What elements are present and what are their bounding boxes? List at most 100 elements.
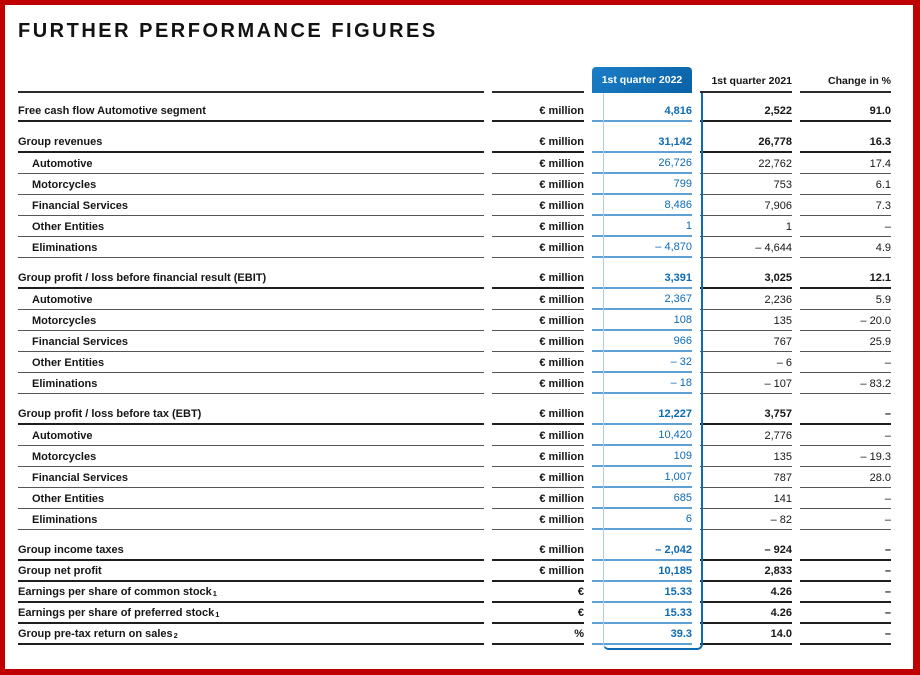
row-unit: € million (492, 289, 584, 310)
value-change-percent: – (800, 509, 891, 530)
row-unit: € million (492, 373, 584, 394)
table-row: Free cash flow Automotive segment € milli… (18, 101, 891, 122)
table-row: Motorcycles € million 108 135 – 20.0 (18, 310, 891, 331)
value-q1-2021: 1 (700, 216, 792, 237)
value-q1-2021: 787 (700, 467, 792, 488)
row-unit: € million (492, 132, 584, 153)
row-unit: € million (492, 310, 584, 331)
row-label: Group income taxes (18, 540, 484, 561)
value-q1-2021: – 6 (700, 352, 792, 373)
table-row: Group net profit € million 10,185 2,833– (18, 561, 891, 582)
value-change-percent: – 83.2 (800, 373, 891, 394)
table-row: Financial Services € million 1,007 787 28.0 (18, 467, 891, 488)
table-row: Group profit / loss before financial res… (18, 268, 891, 289)
row-label: Motorcycles (18, 174, 484, 195)
page-content: FURTHER PERFORMANCE FIGURES 1st quarter … (5, 5, 913, 650)
value-change-percent: 12.1 (800, 268, 891, 289)
row-label: Group profit / loss before financial res… (18, 268, 484, 289)
row-label: Financial Services (18, 195, 484, 216)
row-label: Other Entities (18, 352, 484, 373)
row-label: Automotive (18, 289, 484, 310)
value-q1-2021: – 924 (700, 540, 792, 561)
value-q1-2022: 1 (592, 216, 692, 237)
value-q1-2021: – 4,644 (700, 237, 792, 258)
value-q1-2022: 8,486 (592, 195, 692, 216)
row-label: Financial Services (18, 467, 484, 488)
row-label: Motorcycles (18, 310, 484, 331)
value-q1-2022: 3,391 (592, 268, 692, 289)
value-change-percent: – (800, 216, 891, 237)
row-unit: € million (492, 425, 584, 446)
value-q1-2022: 799 (592, 174, 692, 195)
footnote-marker: 1 (215, 609, 220, 619)
table-row: Earnings per share of common stock 1 €15.3… (18, 582, 891, 603)
value-q1-2021: 7,906 (700, 195, 792, 216)
row-label: Eliminations (18, 509, 484, 530)
table-section: Group profit / loss before tax (EBT) € mi… (18, 404, 891, 530)
value-change-percent: – (800, 603, 891, 624)
value-q1-2022: 10,185 (592, 561, 692, 582)
row-label: Group profit / loss before tax (EBT) (18, 404, 484, 425)
value-q1-2021: 2,236 (700, 289, 792, 310)
table-section: Free cash flow Automotive segment € milli… (18, 101, 891, 122)
value-change-percent: – 20.0 (800, 310, 891, 331)
row-label: Eliminations (18, 237, 484, 258)
table-row: Other Entities € million 685 141– (18, 488, 891, 509)
page-title: FURTHER PERFORMANCE FIGURES (18, 20, 438, 42)
table-row: Motorcycles € million 799 753 6.1 (18, 174, 891, 195)
value-change-percent: 6.1 (800, 174, 891, 195)
table-row: Motorcycles € million 109 135 – 19.3 (18, 446, 891, 467)
header-unit-spacer (492, 67, 584, 93)
table-row: Automotive € million 10,420 2,776– (18, 425, 891, 446)
value-change-percent: – (800, 582, 891, 603)
value-q1-2021: 2,776 (700, 425, 792, 446)
value-change-percent: 4.9 (800, 237, 891, 258)
value-q1-2022: 15.33 (592, 582, 692, 603)
value-q1-2021: 2,833 (700, 561, 792, 582)
table-row: Earnings per share of preferred stock 1 €1… (18, 603, 891, 624)
row-label: Other Entities (18, 216, 484, 237)
row-label: Automotive (18, 153, 484, 174)
row-unit: € million (492, 153, 584, 174)
header-q1-2021: 1st quarter 2021 (700, 67, 792, 93)
value-change-percent: – 19.3 (800, 446, 891, 467)
value-q1-2021: 4.26 (700, 603, 792, 624)
table-row: Group pre-tax return on sales 2% 39.3 14.0– (18, 624, 891, 645)
row-label: Motorcycles (18, 446, 484, 467)
row-unit: € million (492, 174, 584, 195)
value-q1-2022: 1,007 (592, 467, 692, 488)
row-unit: € million (492, 331, 584, 352)
table-row: Eliminations € million – 4,870 – 4,644 4.9 (18, 237, 891, 258)
value-q1-2022: 10,420 (592, 425, 692, 446)
value-q1-2022: 31,142 (592, 132, 692, 153)
value-change-percent: – (800, 352, 891, 373)
performance-table: 1st quarter 2022 1st quarter 2021 Change… (18, 67, 891, 650)
value-change-percent: 25.9 (800, 331, 891, 352)
value-q1-2022: 966 (592, 331, 692, 352)
row-unit: € million (492, 404, 584, 425)
value-change-percent: – (800, 540, 891, 561)
table-row: Automotive € million 2,367 2,236 5.9 (18, 289, 891, 310)
value-change-percent: – (800, 488, 891, 509)
row-unit: € million (492, 509, 584, 530)
table-section: Group income taxes € million – 2,042– 924–… (18, 540, 891, 645)
value-q1-2021: 3,025 (700, 268, 792, 289)
table-row: Group income taxes € million – 2,042 – 924– (18, 540, 891, 561)
value-q1-2021: 135 (700, 310, 792, 331)
row-label: Eliminations (18, 373, 484, 394)
value-change-percent: 28.0 (800, 467, 891, 488)
table-header-row: 1st quarter 2022 1st quarter 2021 Change… (18, 67, 891, 93)
header-label-spacer (18, 67, 484, 93)
value-q1-2021: 767 (700, 331, 792, 352)
value-change-percent: 16.3 (800, 132, 891, 153)
row-unit: € million (492, 237, 584, 258)
table-body: Free cash flow Automotive segment € milli… (18, 101, 891, 645)
value-change-percent: – (800, 425, 891, 446)
value-q1-2021: 22,762 (700, 153, 792, 174)
value-change-percent: 5.9 (800, 289, 891, 310)
table-row: Eliminations € million – 18 – 107 – 83.2 (18, 373, 891, 394)
value-q1-2022: – 4,870 (592, 237, 692, 258)
value-change-percent: – (800, 404, 891, 425)
value-q1-2021: 141 (700, 488, 792, 509)
value-q1-2021: 753 (700, 174, 792, 195)
